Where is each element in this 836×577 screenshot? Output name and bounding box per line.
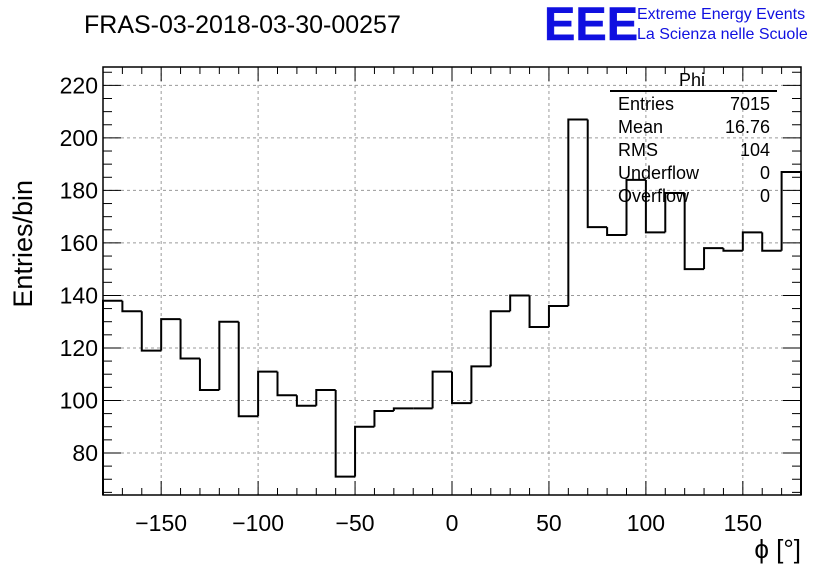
stats-label: Entries <box>618 94 674 114</box>
stats-value: 0 <box>760 163 770 183</box>
histogram-bin <box>625 178 646 236</box>
x-tick-label: 50 <box>536 510 562 536</box>
histogram-bin <box>741 231 763 251</box>
histogram-bin <box>644 179 666 234</box>
stats-value: 0 <box>760 186 770 206</box>
y-tick-label: 200 <box>60 125 98 151</box>
histogram-bin <box>237 321 259 418</box>
y-tick-label: 160 <box>60 230 98 256</box>
histogram-bin <box>354 425 375 477</box>
histogram-bin <box>276 371 297 397</box>
x-tick-label: 150 <box>724 510 762 536</box>
histogram-bin <box>198 358 220 391</box>
x-tick-label: −100 <box>232 510 284 536</box>
x-tick-label: 0 <box>446 510 459 536</box>
x-axis-label: ϕ [°] <box>754 534 801 564</box>
histogram-bin <box>489 310 511 367</box>
logo-mark: EEE <box>544 0 638 50</box>
y-tick-label: 220 <box>60 72 98 98</box>
histogram-bin <box>780 171 802 495</box>
histogram-bin <box>547 304 569 327</box>
stats-title: Phi <box>679 70 705 90</box>
histogram-bin <box>179 319 200 360</box>
x-tick-labels: −150 −100 −50 0 50 100 150 <box>135 510 762 536</box>
stats-value: 16.76 <box>725 117 770 137</box>
histogram-bin <box>567 118 588 306</box>
histogram-bin <box>703 247 724 270</box>
histogram-bin <box>121 300 142 313</box>
x-tick-label: 100 <box>627 510 665 536</box>
histogram-bin <box>334 389 356 478</box>
histogram-bin <box>218 320 239 390</box>
y-tick-label: 100 <box>60 387 98 413</box>
histogram-bin <box>528 295 549 328</box>
histogram-bin <box>664 192 685 233</box>
histogram-bin <box>160 318 181 351</box>
histogram-bin <box>683 193 705 271</box>
stats-label: Underflow <box>618 163 700 183</box>
histogram-bin <box>373 409 394 427</box>
histogram-bin <box>392 407 414 411</box>
x-tick-label: −150 <box>135 510 187 536</box>
histogram-bin <box>140 311 162 352</box>
stats-label: Overflow <box>618 186 690 206</box>
histogram-bin <box>431 370 452 409</box>
histogram-bin <box>470 365 491 404</box>
tick-layer <box>102 67 802 495</box>
histogram-bin <box>722 248 743 252</box>
histogram-bin <box>451 371 472 405</box>
eee-logo: EEE Extreme Energy Events La Scienza nel… <box>544 0 808 50</box>
y-tick-label: 180 <box>60 177 98 203</box>
stats-label: Mean <box>618 117 663 137</box>
histogram-layer <box>102 118 802 495</box>
histogram-bin <box>586 119 608 229</box>
histogram-bin <box>315 388 336 406</box>
y-tick-label: 140 <box>60 282 98 308</box>
y-tick-labels: 80 100 120 140 160 180 200 220 <box>60 72 98 466</box>
histogram-bin <box>761 232 782 252</box>
y-tick-label: 80 <box>72 440 98 466</box>
logo-line-1: Extreme Energy Events <box>637 6 805 23</box>
chart-title: FRAS-03-2018-03-30-00257 <box>84 11 401 39</box>
y-axis-label: Entries/bin <box>8 180 38 308</box>
stats-value: 7015 <box>730 94 770 114</box>
histogram-bin <box>257 370 278 417</box>
logo-line-2: La Scienza nelle Scuole <box>637 26 808 43</box>
stats-value: 104 <box>740 140 770 160</box>
grid-layer <box>103 67 801 495</box>
histogram-bin <box>295 395 317 407</box>
histogram-bin <box>509 294 530 312</box>
histogram-bin <box>606 227 627 237</box>
stats-label: RMS <box>618 140 658 160</box>
stats-box: Phi Entries 7015 Mean 16.76 RMS 104 Underflow 0… <box>610 70 777 206</box>
plot-frame <box>102 66 802 496</box>
y-tick-label: 120 <box>60 335 98 361</box>
stats-rows: Entries 7015 Mean 16.76 RMS 104 Underflow 0 Over… <box>618 94 770 206</box>
x-tick-label: −50 <box>336 510 375 536</box>
